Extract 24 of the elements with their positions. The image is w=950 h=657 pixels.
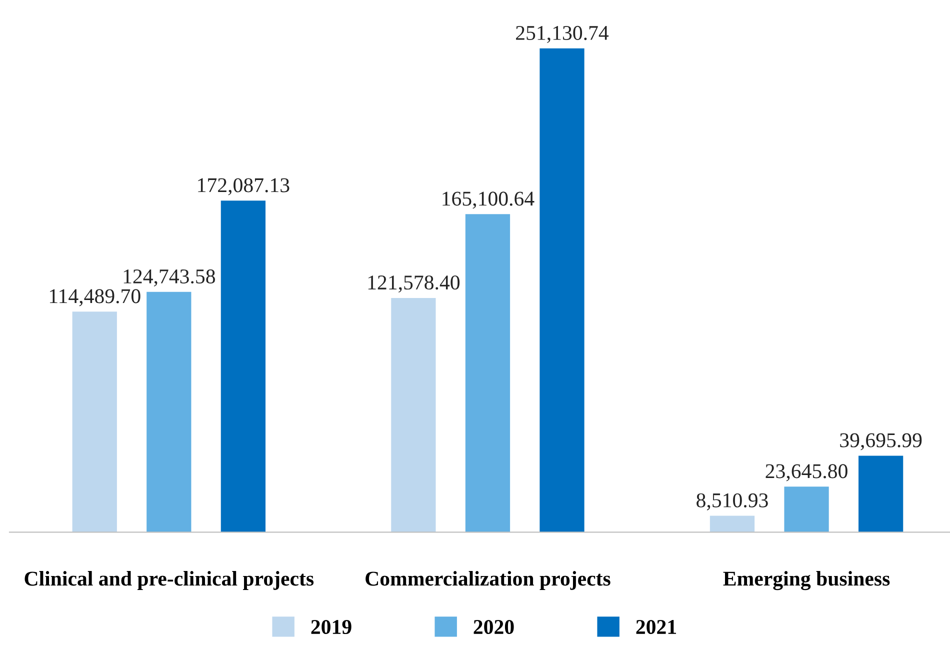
x-tick-label: Clinical and pre-clinical projects [24, 571, 314, 590]
data-label: 114,489.70 [50, 289, 140, 306]
bar [465, 214, 510, 532]
data-label: 165,100.64 [442, 192, 534, 209]
data-label: 23,645.80 [766, 464, 848, 482]
bar [858, 456, 904, 532]
bar [391, 298, 436, 532]
x-tick-label: Emerging business [723, 571, 890, 590]
bar [220, 200, 266, 532]
data-label: 8,510.93 [696, 493, 768, 510]
bar [540, 48, 584, 532]
bar [710, 516, 755, 532]
legend-label: 2019 [311, 620, 352, 634]
legend-label: 2020 [474, 620, 514, 634]
data-label: 121,578.40 [368, 276, 460, 293]
x-tick-label: Commercialization projects [366, 571, 610, 590]
data-label: 124,743.58 [124, 269, 215, 286]
bar [784, 486, 829, 532]
data-label: 172,087.13 [198, 178, 290, 196]
data-label: 39,695.99 [840, 433, 922, 450]
legend-label: 2021 [636, 620, 676, 634]
bar [72, 312, 117, 532]
data-label: 251,130.74 [516, 26, 609, 43]
bar [146, 292, 192, 532]
